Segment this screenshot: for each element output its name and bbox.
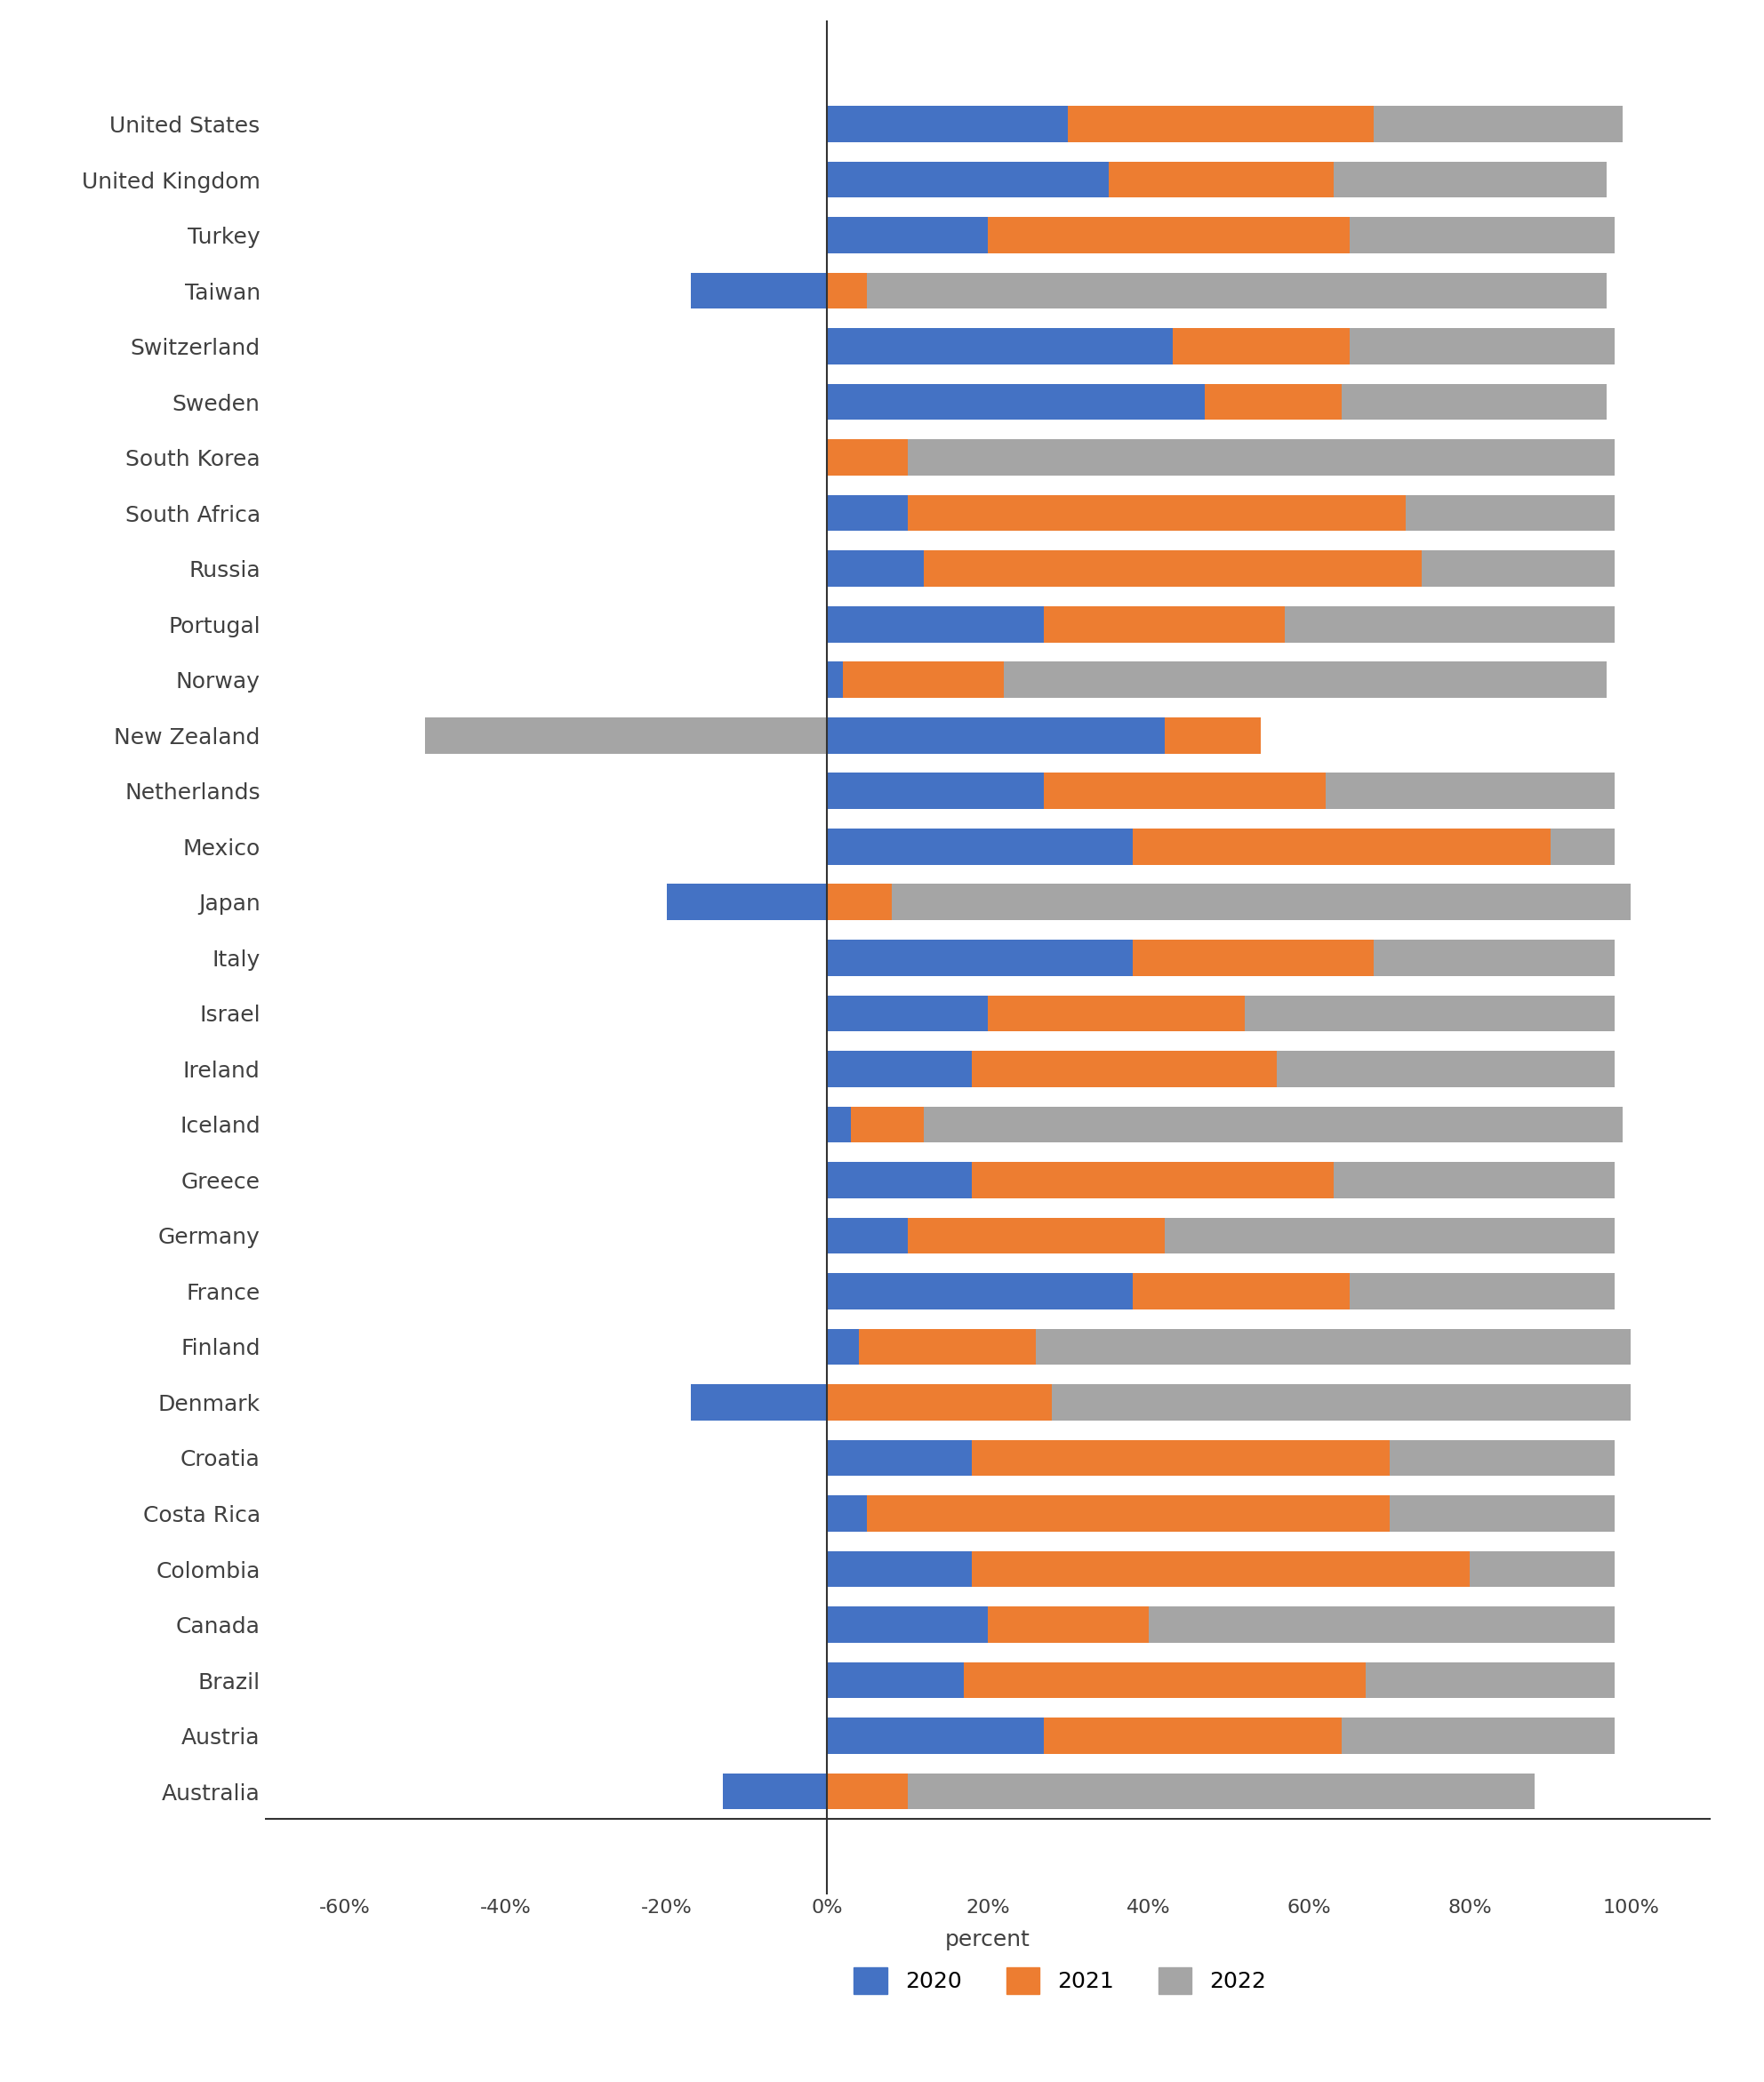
Bar <box>667 885 827 920</box>
Bar <box>972 1551 1469 1586</box>
Bar <box>425 718 827 754</box>
Bar <box>1044 1718 1341 1753</box>
Bar <box>1390 1441 1614 1476</box>
Bar <box>1341 383 1607 421</box>
Bar <box>1069 106 1374 142</box>
Bar <box>1004 662 1607 697</box>
Bar <box>868 273 1607 308</box>
Bar <box>827 1495 868 1532</box>
Bar <box>690 273 827 308</box>
Bar <box>1035 1328 1630 1366</box>
Bar <box>827 1328 859 1366</box>
Bar <box>827 939 1132 976</box>
Bar <box>1164 1218 1614 1253</box>
Bar <box>827 1718 1044 1753</box>
Bar <box>907 439 1614 475</box>
Bar <box>827 995 988 1031</box>
Bar <box>827 1218 907 1253</box>
Bar <box>1205 383 1341 421</box>
Bar <box>1422 550 1614 587</box>
Bar <box>1277 1051 1614 1087</box>
Bar <box>723 1774 827 1809</box>
Bar <box>1334 162 1607 198</box>
Legend: 2020, 2021, 2022: 2020, 2021, 2022 <box>843 1955 1277 2005</box>
X-axis label: percent: percent <box>946 1930 1030 1951</box>
Bar <box>827 718 1164 754</box>
Bar <box>827 329 1173 364</box>
Bar <box>843 662 1004 697</box>
Bar <box>827 1051 972 1087</box>
Bar <box>1132 1272 1349 1310</box>
Bar <box>1349 329 1614 364</box>
Bar <box>852 1106 924 1143</box>
Bar <box>1132 939 1374 976</box>
Bar <box>1173 329 1349 364</box>
Bar <box>988 995 1245 1031</box>
Bar <box>1148 1607 1614 1643</box>
Bar <box>907 1774 1535 1809</box>
Bar <box>972 1441 1390 1476</box>
Bar <box>972 1051 1277 1087</box>
Bar <box>827 1441 972 1476</box>
Bar <box>827 162 1108 198</box>
Bar <box>988 1607 1148 1643</box>
Bar <box>1390 1495 1614 1532</box>
Bar <box>1374 106 1623 142</box>
Bar <box>1164 718 1261 754</box>
Bar <box>827 1106 852 1143</box>
Bar <box>827 383 1205 421</box>
Bar <box>827 1607 988 1643</box>
Bar <box>827 662 843 697</box>
Bar <box>1132 829 1551 864</box>
Bar <box>988 217 1349 254</box>
Bar <box>827 439 907 475</box>
Bar <box>827 1272 1132 1310</box>
Bar <box>827 217 988 254</box>
Bar <box>1551 829 1614 864</box>
Bar <box>827 829 1132 864</box>
Bar <box>1108 162 1334 198</box>
Bar <box>827 1385 1051 1420</box>
Bar <box>972 1162 1334 1197</box>
Bar <box>827 1551 972 1586</box>
Bar <box>907 1218 1164 1253</box>
Bar <box>1406 496 1614 531</box>
Bar <box>1286 606 1614 643</box>
Bar <box>827 550 924 587</box>
Bar <box>1044 772 1325 810</box>
Bar <box>891 885 1630 920</box>
Bar <box>924 1106 1623 1143</box>
Bar <box>690 1385 827 1420</box>
Bar <box>907 496 1406 531</box>
Bar <box>1044 606 1286 643</box>
Bar <box>1469 1551 1614 1586</box>
Bar <box>1349 1272 1614 1310</box>
Bar <box>1349 217 1614 254</box>
Bar <box>963 1661 1365 1699</box>
Bar <box>827 273 868 308</box>
Bar <box>827 496 907 531</box>
Bar <box>859 1328 1035 1366</box>
Bar <box>1334 1162 1614 1197</box>
Bar <box>827 1774 907 1809</box>
Bar <box>827 1162 972 1197</box>
Bar <box>868 1495 1390 1532</box>
Bar <box>827 772 1044 810</box>
Bar <box>1341 1718 1614 1753</box>
Bar <box>1245 995 1614 1031</box>
Bar <box>827 885 891 920</box>
Bar <box>924 550 1422 587</box>
Bar <box>1365 1661 1614 1699</box>
Bar <box>1051 1385 1630 1420</box>
Bar <box>827 1661 963 1699</box>
Bar <box>827 606 1044 643</box>
Bar <box>1325 772 1614 810</box>
Bar <box>1374 939 1614 976</box>
Bar <box>827 106 1069 142</box>
